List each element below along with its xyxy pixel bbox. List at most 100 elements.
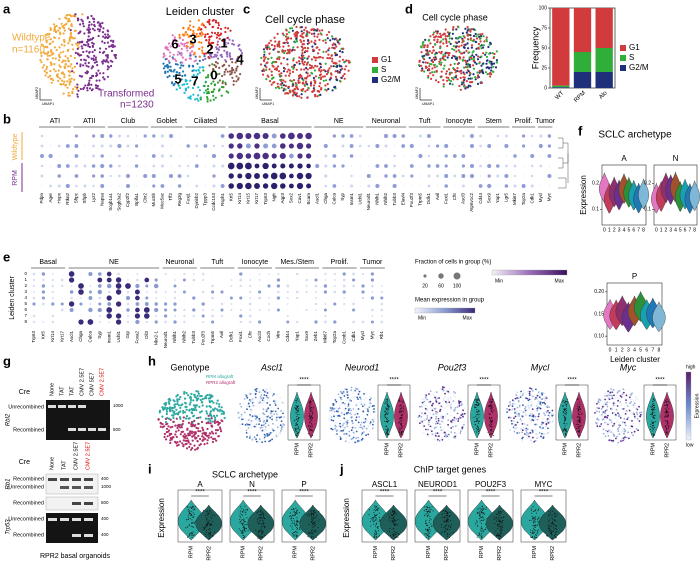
expression-dot xyxy=(409,164,414,168)
gene-label: Cdk1 xyxy=(529,193,534,204)
cell-dot xyxy=(537,402,540,405)
panel-title: Cell cycle phase xyxy=(265,14,345,26)
expression-dot xyxy=(461,154,466,158)
cell-dot xyxy=(538,406,540,409)
cell-dot xyxy=(440,52,443,55)
expression-dot xyxy=(296,142,304,150)
cell-dot xyxy=(342,391,344,394)
expression-dot xyxy=(220,184,225,188)
cell-dot xyxy=(344,425,347,428)
cell-dot xyxy=(282,402,285,404)
gene-label: Tubb3 xyxy=(191,331,196,344)
cell-dot xyxy=(616,391,619,394)
cell-dot xyxy=(272,422,274,425)
cell-dot xyxy=(268,52,271,55)
expression-dot xyxy=(427,144,431,148)
expression-dot xyxy=(237,173,243,179)
point xyxy=(401,411,403,412)
cell-dot xyxy=(357,408,360,410)
expression-dot xyxy=(145,291,148,293)
point xyxy=(564,428,566,430)
bar-segment xyxy=(552,8,570,86)
cell-dot xyxy=(261,441,263,443)
cell-dot xyxy=(201,404,204,407)
cell-dot xyxy=(175,435,178,438)
y-tick-label: 0 xyxy=(544,85,547,91)
point xyxy=(402,431,404,433)
cell-dot xyxy=(465,31,468,34)
expression-dot xyxy=(376,135,378,137)
cell-dot xyxy=(270,56,273,59)
cell-dot xyxy=(66,86,69,89)
cluster-number: 5 xyxy=(174,71,181,86)
bar-segment xyxy=(573,52,592,72)
cell-dot xyxy=(214,61,218,64)
expression-dot xyxy=(184,285,185,287)
cell-dot xyxy=(278,73,281,76)
gene-label: Lyz2 xyxy=(91,193,96,203)
expression-dot xyxy=(278,315,279,317)
cell-dot xyxy=(268,68,271,71)
cell-dot xyxy=(187,35,190,39)
cell-dot xyxy=(292,59,295,62)
point xyxy=(311,407,313,409)
cell-dot xyxy=(298,76,301,79)
gel-band xyxy=(72,534,81,537)
cell-dot xyxy=(448,40,451,44)
cell-dot xyxy=(180,424,183,427)
cell-dot xyxy=(513,417,515,419)
cell-dot xyxy=(209,422,212,425)
expression-dot xyxy=(202,297,204,299)
expression-dot xyxy=(276,308,280,312)
cell-dot xyxy=(205,52,208,55)
cell-dot xyxy=(439,58,442,62)
cell-dot xyxy=(188,65,191,68)
cell-dot xyxy=(469,29,472,32)
point xyxy=(563,416,565,418)
expression-dot xyxy=(279,152,286,160)
cell-dot xyxy=(278,87,281,90)
cell-dot xyxy=(94,56,97,59)
cell-dot xyxy=(452,425,454,428)
expression-dot xyxy=(521,183,526,189)
expression-dot xyxy=(462,145,464,147)
cell-dot xyxy=(373,411,375,413)
cell-dot xyxy=(265,394,268,397)
cell-dot xyxy=(314,39,317,42)
cell-dot xyxy=(628,419,631,422)
cell-dot xyxy=(468,71,472,74)
expression-dot xyxy=(332,164,337,168)
cell-dot xyxy=(347,401,350,404)
point xyxy=(388,420,390,421)
cell-dot xyxy=(260,397,263,400)
expression-dot xyxy=(91,134,96,138)
point xyxy=(491,430,493,432)
expression-dot xyxy=(134,313,141,319)
cell-dot xyxy=(426,408,429,411)
cell-dot xyxy=(267,46,270,49)
gene-label: Nkx2-1 xyxy=(153,331,158,346)
cell-dot xyxy=(426,415,429,417)
cell-dot xyxy=(199,430,202,433)
cell-dot xyxy=(443,32,446,35)
cell-dot xyxy=(191,439,194,442)
cell-dot xyxy=(354,441,356,444)
cell-dot xyxy=(182,416,185,419)
cell-dot xyxy=(185,442,188,445)
cell-dot xyxy=(208,64,211,67)
cell-dot xyxy=(327,49,330,52)
gene-label: Krt17 xyxy=(59,331,64,342)
significance: **** xyxy=(567,378,577,384)
point xyxy=(478,420,480,422)
cell-dot xyxy=(222,412,225,415)
cell-dot xyxy=(63,40,66,44)
cell-dot xyxy=(70,63,73,66)
cell-dot xyxy=(262,397,265,399)
cell-dot xyxy=(518,409,521,412)
cell-dot xyxy=(522,411,525,414)
cell-dot xyxy=(538,392,541,394)
cell-dot xyxy=(167,59,170,63)
expression-dot xyxy=(136,185,138,187)
cell-dot xyxy=(332,42,335,45)
cell-dot xyxy=(49,27,52,30)
